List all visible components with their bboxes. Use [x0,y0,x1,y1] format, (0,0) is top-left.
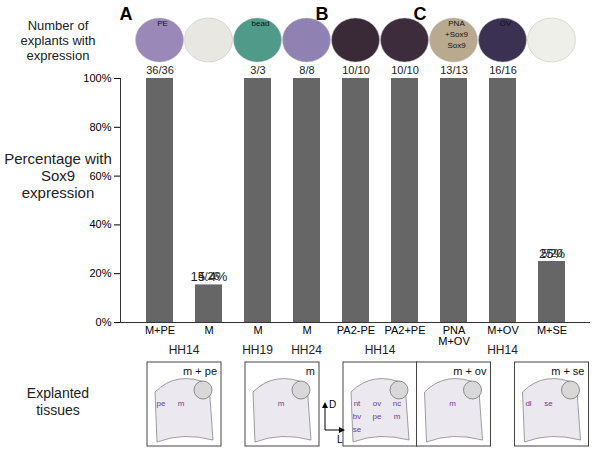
svg-text:se: se [353,425,362,434]
svg-text:25%: 25% [539,246,565,261]
svg-text:M+PE: M+PE [145,324,175,336]
svg-text:OV: OV [500,19,512,28]
svg-text:PA2-PE: PA2-PE [337,324,375,336]
svg-text:m: m [306,365,315,377]
svg-text:0%: 0% [96,316,112,328]
svg-text:D: D [329,399,336,410]
svg-text:m + pe: m + pe [183,365,217,377]
svg-text:HH14: HH14 [169,343,200,357]
svg-text:20%: 20% [89,267,111,279]
svg-text:L: L [337,434,343,445]
svg-text:ov: ov [373,399,381,408]
svg-text:A: A [120,4,133,24]
svg-text:3/3: 3/3 [250,64,265,76]
svg-text:PA2+PE: PA2+PE [384,324,425,336]
svg-text:10/10: 10/10 [391,64,419,76]
svg-text:8/8: 8/8 [299,64,314,76]
svg-text:PNAM+OV: PNAM+OV [438,324,470,347]
svg-text:m + ov: m + ov [453,365,487,377]
svg-text:se: se [544,399,553,408]
svg-text:pe: pe [373,412,382,421]
svg-text:M: M [204,324,213,336]
svg-text:Sox9: Sox9 [447,41,466,50]
svg-text:60%: 60% [89,170,111,182]
svg-text:100%: 100% [83,72,111,84]
svg-text:m: m [449,399,456,408]
svg-text:M+SE: M+SE [537,324,567,336]
svg-text:M: M [302,324,311,336]
svg-text:nc: nc [393,399,401,408]
svg-text:M: M [253,324,262,336]
svg-text:16/16: 16/16 [489,64,517,76]
svg-text:80%: 80% [89,121,111,133]
svg-text:HH19: HH19 [242,343,273,357]
svg-text:m + se: m + se [551,365,584,377]
svg-text:M+OV: M+OV [487,324,519,336]
svg-text:dl: dl [525,399,531,408]
svg-text:40%: 40% [89,218,111,230]
svg-text:bead: bead [252,19,270,28]
svg-text:nt: nt [354,399,361,408]
svg-text:C: C [414,4,427,24]
svg-text:10/10: 10/10 [342,64,370,76]
svg-text:13/13: 13/13 [440,64,468,76]
svg-text:36/36: 36/36 [146,64,174,76]
svg-text:m: m [278,399,285,408]
svg-text:HH24: HH24 [291,343,322,357]
svg-text:pe: pe [157,399,166,408]
svg-text:m: m [178,399,185,408]
svg-text:PNA: PNA [448,19,465,28]
svg-text:+Sox9: +Sox9 [445,30,468,39]
svg-text:B: B [316,4,329,24]
svg-text:HH14: HH14 [365,343,396,357]
svg-text:m: m [394,412,401,421]
svg-text:15.4%: 15.4% [191,269,228,284]
svg-text:PE: PE [157,19,168,28]
svg-text:HH14: HH14 [487,343,518,357]
svg-text:bv: bv [353,412,361,421]
